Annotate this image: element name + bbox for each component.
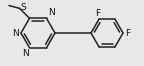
Text: F: F <box>95 9 101 18</box>
Text: S: S <box>21 3 26 12</box>
Text: N: N <box>12 29 19 37</box>
Text: N: N <box>22 49 29 58</box>
Text: F: F <box>125 29 130 37</box>
Text: N: N <box>48 8 55 17</box>
